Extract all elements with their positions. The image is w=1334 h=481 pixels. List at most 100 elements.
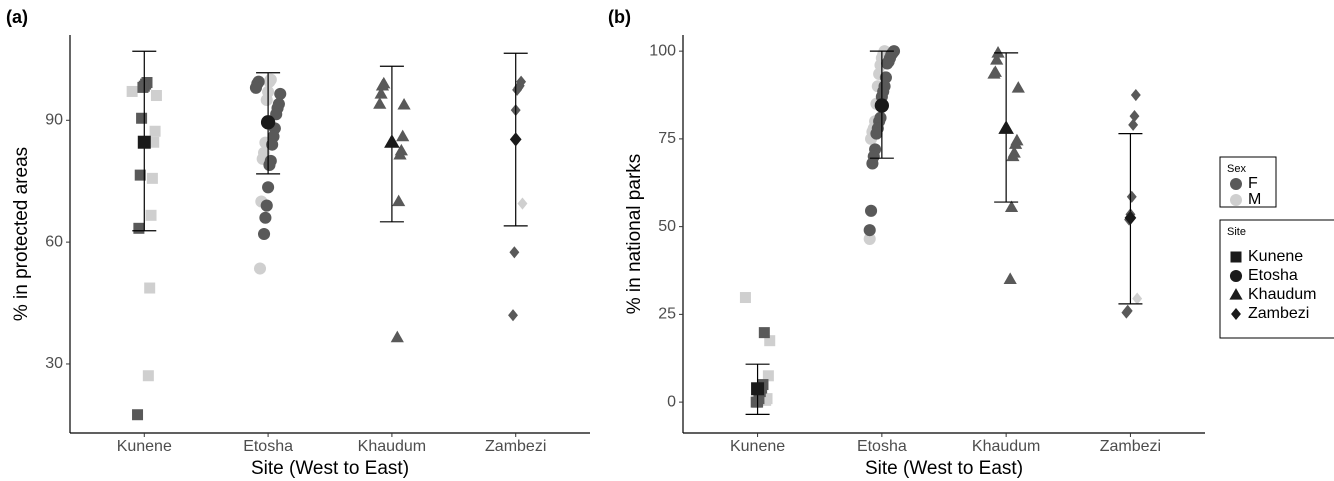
data-point [270, 108, 283, 121]
legend-key [1231, 307, 1241, 321]
mean-point [998, 120, 1014, 134]
data-point [142, 370, 154, 382]
data-point [262, 181, 275, 194]
panel-label: (a) [6, 7, 28, 27]
data-point [136, 112, 148, 124]
legend-label: F [1248, 175, 1258, 192]
data-point [758, 327, 770, 339]
data-point [249, 81, 262, 94]
y-tick-label: 90 [45, 112, 63, 129]
mean-point [260, 115, 276, 130]
data-point [517, 197, 528, 210]
data-point [1130, 88, 1141, 102]
data-point [991, 46, 1005, 58]
data-point [739, 292, 751, 304]
data-point [396, 129, 410, 142]
data-point [863, 224, 876, 237]
x-tick-label: Zambezi [1100, 438, 1161, 455]
mean-point [874, 98, 890, 113]
y-tick-label: 60 [45, 233, 63, 250]
mean-point [384, 134, 400, 148]
data-point [508, 309, 518, 322]
legend-key [1229, 269, 1243, 283]
data-point [1121, 306, 1132, 319]
y-tick-label: 100 [649, 42, 676, 59]
mean-point [137, 135, 151, 149]
y-tick-label: 30 [45, 355, 63, 372]
data-point [260, 93, 273, 107]
x-tick-label: Kunene [117, 438, 172, 455]
legend-title: Sex [1227, 163, 1246, 175]
data-point [1132, 292, 1143, 305]
data-point [132, 409, 144, 421]
data-point [870, 127, 883, 140]
data-point [133, 222, 145, 234]
panel-label: (b) [608, 7, 631, 27]
data-point [263, 75, 276, 88]
data-point [263, 158, 276, 172]
data-point [375, 78, 390, 91]
data-point [134, 169, 146, 181]
data-point [146, 172, 158, 184]
data-point [1128, 118, 1139, 131]
legend-label: Etosha [1248, 267, 1298, 284]
x-tick-label: Etosha [243, 438, 293, 455]
data-point [866, 157, 879, 170]
data-point [760, 394, 772, 406]
x-tick-label: Etosha [857, 438, 907, 455]
data-point [987, 67, 1001, 79]
data-point [1011, 81, 1025, 93]
x-tick-label: Khaudum [972, 438, 1041, 455]
y-tick-label: 25 [658, 306, 676, 323]
data-point [373, 97, 387, 109]
y-tick-label: 50 [658, 218, 676, 235]
legend-key [1229, 288, 1243, 300]
legend-key [1230, 194, 1242, 206]
data-point [374, 87, 388, 99]
data-point [762, 370, 774, 382]
data-point [990, 53, 1004, 65]
data-point [509, 246, 520, 259]
x-axis-label: Site (West to East) [865, 458, 1023, 479]
data-point [750, 396, 762, 408]
data-point [764, 335, 776, 347]
data-point [126, 85, 138, 97]
data-point [259, 211, 272, 224]
mean-point [751, 382, 765, 396]
legend-label: Kunene [1248, 248, 1303, 265]
x-tick-label: Khaudum [358, 438, 427, 455]
data-point [266, 138, 279, 151]
data-point [1003, 272, 1017, 284]
legend-label: M [1248, 191, 1261, 208]
data-point [397, 97, 411, 110]
data-point [1006, 149, 1020, 162]
data-point [1004, 200, 1019, 213]
data-point [148, 136, 160, 148]
y-axis-label: % in protected areas [11, 147, 32, 321]
data-point [393, 147, 407, 160]
legend-label: Zambezi [1248, 305, 1309, 322]
legend-key [1230, 178, 1242, 190]
data-point [145, 209, 157, 221]
x-tick-label: Zambezi [485, 438, 546, 455]
data-point [392, 194, 406, 207]
x-tick-label: Kunene [730, 438, 785, 455]
data-point [865, 204, 878, 217]
data-point [1129, 110, 1140, 123]
legend-box [1219, 156, 1277, 208]
data-point [253, 262, 267, 275]
data-point [390, 330, 404, 343]
data-point [257, 227, 271, 241]
mean-point [509, 132, 522, 147]
data-point [863, 232, 876, 245]
data-point [1008, 137, 1023, 149]
data-point [150, 90, 162, 102]
x-axis-label: Site (West to East) [251, 458, 409, 479]
y-tick-label: 0 [667, 393, 676, 410]
data-point [1126, 190, 1137, 203]
data-point [137, 81, 149, 93]
data-point [144, 282, 156, 294]
data-point [260, 199, 273, 212]
legend-label: Khaudum [1248, 286, 1317, 303]
